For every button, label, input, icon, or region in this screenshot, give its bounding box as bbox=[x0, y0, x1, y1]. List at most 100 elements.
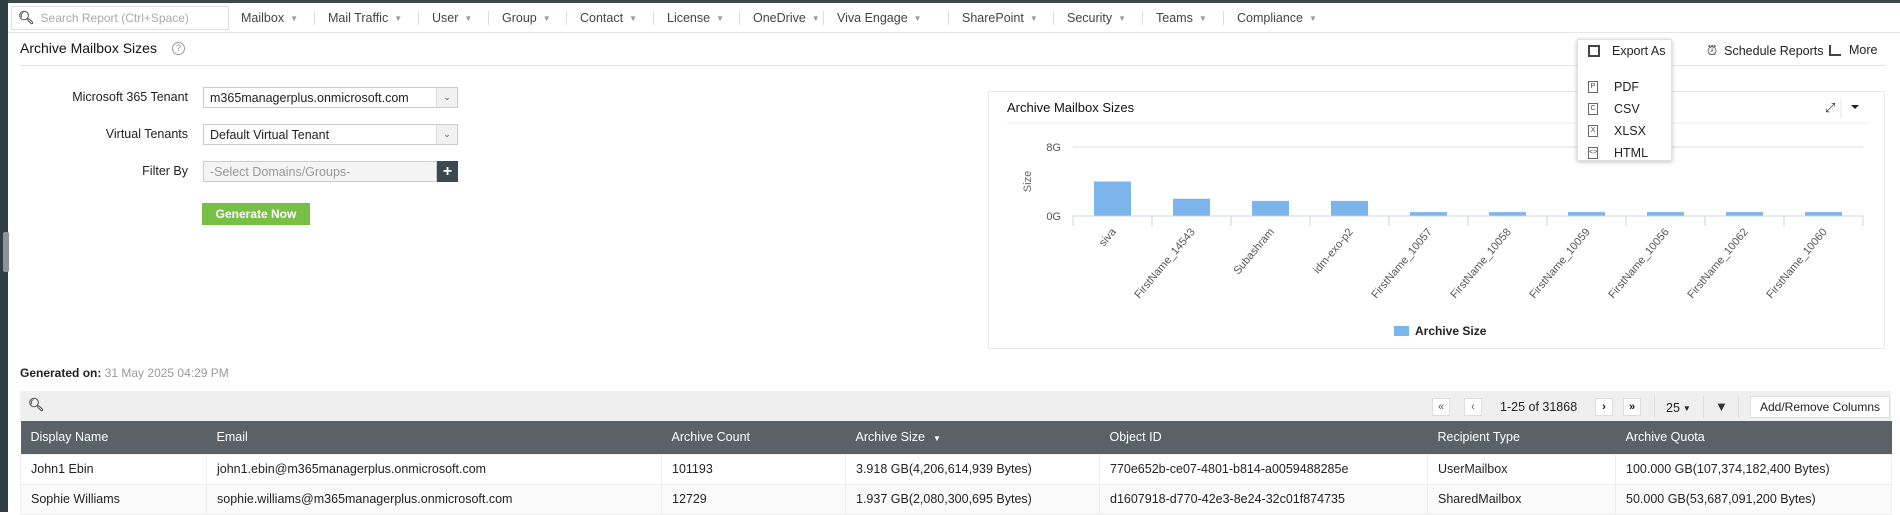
x-tick-label: FirstName_10060 bbox=[1764, 226, 1829, 301]
table-cell: John1 Ebin bbox=[20, 453, 207, 485]
tenant-select[interactable]: m365managerplus.onmicrosoft.com ⌄ bbox=[203, 87, 458, 108]
y-tick-label: 8G bbox=[1046, 142, 1061, 154]
generate-now-button[interactable]: Generate Now bbox=[202, 203, 310, 225]
next-page-button[interactable]: › bbox=[1595, 398, 1613, 416]
more-label: More bbox=[1849, 43, 1878, 57]
table-cell: SharedMailbox bbox=[1427, 483, 1616, 515]
bar[interactable] bbox=[1410, 212, 1447, 216]
bar[interactable] bbox=[1331, 200, 1368, 216]
caret-down-icon: ▼ bbox=[716, 13, 725, 23]
bar[interactable] bbox=[1489, 212, 1526, 216]
search-report-input[interactable]: 🔍︎ Search Report (Ctrl+Space) bbox=[11, 6, 229, 30]
nav-sharepoint[interactable]: SharePoint ▼ bbox=[962, 3, 1038, 33]
table-row[interactable]: John1 Ebin john1.ebin@m365managerplus.onm… bbox=[20, 453, 1892, 485]
column-header[interactable]: Display Name bbox=[20, 421, 207, 454]
bar[interactable] bbox=[1173, 198, 1210, 216]
export-label: CSV bbox=[1614, 102, 1640, 116]
export-csv[interactable]: C CSV bbox=[1588, 102, 1640, 116]
caret-down-icon: ▼ bbox=[1198, 13, 1207, 23]
generated-value: 31 May 2025 04:29 PM bbox=[104, 366, 229, 380]
nav-group[interactable]: Group ▼ bbox=[502, 3, 551, 33]
bar[interactable] bbox=[1094, 181, 1131, 217]
nav-user[interactable]: User ▼ bbox=[432, 3, 472, 33]
nav-separator bbox=[1223, 11, 1224, 25]
column-header[interactable]: Object ID bbox=[1099, 421, 1428, 454]
nav-separator bbox=[1142, 11, 1143, 25]
column-label: Display Name bbox=[30, 430, 109, 445]
column-header[interactable]: Recipient Type bbox=[1427, 421, 1616, 454]
caret-down-icon: ▼ bbox=[1682, 403, 1691, 413]
nav-separator bbox=[739, 11, 740, 25]
export-html[interactable]: <> HTML bbox=[1588, 146, 1648, 160]
column-header[interactable]: Archive Count bbox=[661, 421, 846, 454]
nav-security[interactable]: Security ▼ bbox=[1067, 3, 1126, 33]
divider bbox=[1654, 396, 1655, 418]
nav-license[interactable]: License ▼ bbox=[667, 3, 724, 33]
page-size-select[interactable]: 25 ▼ bbox=[1666, 401, 1691, 415]
export-pdf[interactable]: P PDF bbox=[1588, 80, 1639, 94]
add-remove-columns-button[interactable]: Add/Remove Columns bbox=[1750, 396, 1890, 418]
table-cell: john1.ebin@m365managerplus.onmicrosoft.c… bbox=[206, 453, 662, 485]
schedule-reports-label: Schedule Reports bbox=[1724, 44, 1824, 58]
nav-separator bbox=[948, 11, 949, 25]
nav-viva-engage[interactable]: Viva Engage ▼ bbox=[837, 3, 922, 33]
add-filter-button[interactable]: + bbox=[437, 161, 458, 182]
table-search-icon[interactable]: 🔍︎ bbox=[28, 397, 45, 412]
column-label: Archive Quota bbox=[1625, 430, 1705, 445]
prev-page-button[interactable]: ‹ bbox=[1464, 398, 1482, 416]
nav-separator bbox=[1053, 11, 1054, 25]
search-placeholder: Search Report (Ctrl+Space) bbox=[40, 11, 189, 25]
archive-size-chart: Archive Mailbox Sizes ⤢ 8G 0G Size siva FirstN… bbox=[1007, 99, 1869, 338]
column-header[interactable]: Archive Size ▼ bbox=[845, 421, 1100, 454]
divider bbox=[1738, 396, 1739, 418]
nav-label: License bbox=[667, 11, 711, 25]
virtual-tenant-select[interactable]: Default Virtual Tenant ⌄ bbox=[203, 124, 458, 145]
chevron-down-icon: ⌄ bbox=[436, 88, 457, 107]
x-tick-label: FirstName_10057 bbox=[1369, 226, 1434, 301]
nav-label: Security bbox=[1067, 11, 1113, 25]
nav-onedrive[interactable]: OneDrive ▼ bbox=[753, 3, 820, 33]
export-as-button[interactable]: Export As bbox=[1588, 44, 1666, 58]
nav-label: OneDrive bbox=[753, 11, 806, 25]
virtual-tenant-value: Default Virtual Tenant bbox=[210, 127, 330, 142]
schedule-reports-button[interactable]: ⏰︎ Schedule Reports bbox=[1707, 43, 1824, 59]
export-icon bbox=[1588, 45, 1600, 57]
virtual-tenants-label: Virtual Tenants bbox=[105, 127, 188, 141]
caret-down-icon: ▼ bbox=[1029, 13, 1038, 23]
nav-contact[interactable]: Contact ▼ bbox=[580, 3, 637, 33]
column-header[interactable]: Email bbox=[206, 421, 662, 454]
bar[interactable] bbox=[1252, 200, 1289, 216]
legend-label[interactable]: Archive Size bbox=[1415, 324, 1487, 338]
nav-compliance[interactable]: Compliance ▼ bbox=[1237, 3, 1317, 33]
filter-domains-input[interactable]: -Select Domains/Groups- bbox=[203, 161, 437, 182]
table-cell: 3.918 GB(4,206,614,939 Bytes) bbox=[845, 453, 1100, 485]
bar[interactable] bbox=[1805, 212, 1842, 216]
nav-mail-traffic[interactable]: Mail Traffic ▼ bbox=[328, 3, 402, 33]
export-xlsx[interactable]: X XLSX bbox=[1588, 124, 1646, 138]
help-icon[interactable]: ? bbox=[172, 42, 185, 55]
alarm-clock-icon: ⏰︎ bbox=[1707, 43, 1718, 58]
chart-title: Archive Mailbox Sizes bbox=[1007, 100, 1135, 115]
filter-icon[interactable]: ▼ bbox=[1715, 399, 1728, 414]
column-label: Archive Size bbox=[855, 430, 925, 445]
generated-label: Generated on: bbox=[20, 366, 102, 380]
expand-icon[interactable]: ⤢ bbox=[1825, 100, 1835, 115]
nav-teams[interactable]: Teams ▼ bbox=[1156, 3, 1207, 33]
sidebar-toggle-handle[interactable] bbox=[3, 232, 9, 272]
bar[interactable] bbox=[1726, 212, 1763, 216]
nav-separator bbox=[488, 11, 489, 25]
export-dropdown: Export As P PDF C CSV X XLSX <> HTML bbox=[1577, 39, 1672, 161]
more-icon bbox=[1829, 44, 1841, 56]
first-page-button[interactable]: « bbox=[1432, 398, 1450, 416]
column-header[interactable]: Archive Quota bbox=[1615, 421, 1892, 454]
last-page-button[interactable]: » bbox=[1623, 398, 1641, 416]
table-cell: 770e652b-ce07-4801-b814-a0059488285e bbox=[1099, 453, 1428, 485]
divider bbox=[1703, 396, 1704, 418]
nav-mailbox[interactable]: Mailbox ▼ bbox=[241, 3, 298, 33]
nav-separator bbox=[823, 11, 824, 25]
bar[interactable] bbox=[1568, 212, 1605, 216]
chart-menu-caret-icon[interactable] bbox=[1851, 105, 1859, 109]
more-button[interactable]: More bbox=[1829, 43, 1877, 57]
table-row[interactable]: Sophie Williams sophie.williams@m365manag… bbox=[20, 483, 1892, 515]
bar[interactable] bbox=[1647, 212, 1684, 216]
